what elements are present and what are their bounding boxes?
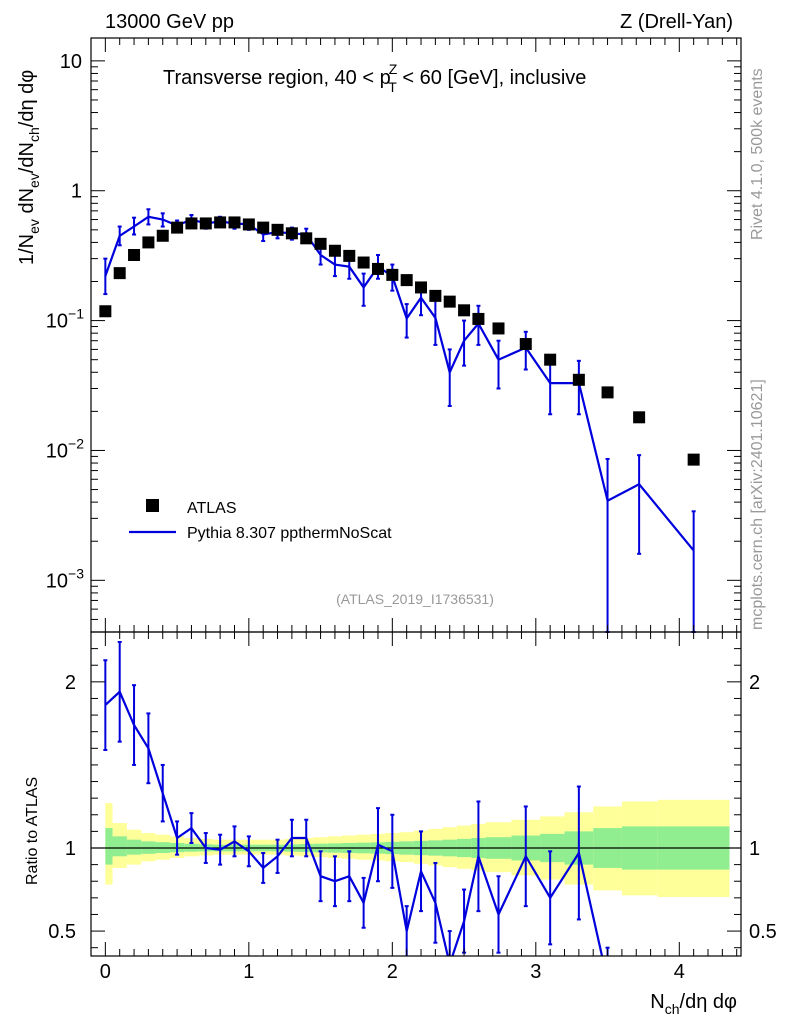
- legend-pythia-label: Pythia 8.307 ppthermNoScat: [187, 525, 392, 542]
- atlas-data-point: [343, 249, 356, 262]
- atlas-data-point: [257, 221, 270, 234]
- atlas-data-point: [300, 232, 313, 245]
- atlas-data-point: [544, 353, 557, 366]
- ratio-ytick-label-left: 2: [65, 672, 76, 694]
- ratio-xtick-label: 1: [243, 961, 254, 983]
- atlas-data-point: [633, 411, 646, 424]
- atlas-data-point: [415, 281, 428, 294]
- main-plot-title: Transverse region, 40 < pZ T < 60 [GeV], …: [163, 61, 586, 95]
- atlas-data-point: [429, 289, 442, 302]
- atlas-data-point: [242, 218, 255, 231]
- main-plot-marks: [99, 208, 700, 633]
- ratio-plot-frame: [90, 631, 742, 957]
- atlas-data-point: [271, 223, 284, 236]
- atlas-data-point: [128, 248, 141, 261]
- main-ytick-label: 1: [71, 181, 82, 203]
- atlas-data-point: [185, 217, 198, 230]
- atlas-data-point: [156, 229, 169, 242]
- ratio-xtick-label: 4: [674, 961, 685, 983]
- atlas-data-point: [601, 386, 614, 399]
- atlas-data-point: [572, 373, 585, 386]
- atlas-data-point: [113, 267, 126, 280]
- ratio-xtick-label: 0: [100, 961, 111, 983]
- ratio-plot-xlabel: Nch/dη dφ: [650, 991, 737, 1017]
- ratio-ytick-label-right: 0.5: [749, 921, 777, 943]
- ratio-series-line: [104, 689, 604, 956]
- atlas-data-point: [472, 312, 485, 325]
- atlas-data-point: [443, 295, 456, 308]
- atlas-data-point: [492, 322, 505, 335]
- legend-atlas-marker: [146, 499, 159, 512]
- atlas-data-point: [214, 216, 227, 229]
- main-plot-frame: [90, 37, 742, 633]
- ratio-ytick-label-left: 1: [65, 838, 76, 860]
- ratio-plot-panel: 0.5 0.5 1 1 2 2 0 1 2 3 4 Ratio to ATLAS Nch/dη dφ: [24, 631, 777, 1017]
- atlas-data-point: [519, 338, 532, 351]
- atlas-data-point: [99, 305, 112, 318]
- atlas-data-point: [199, 217, 212, 230]
- ratio-xtick-label: 3: [530, 961, 541, 983]
- ratio-stat-band: [112, 836, 127, 857]
- main-plot-ylabel: 1/Nev dNev/dNch/dη dφ: [16, 70, 42, 265]
- ratio-ytick-label-right: 2: [749, 672, 760, 694]
- ratio-plot-marks: [91, 640, 741, 956]
- analysis-tag-label: (ATLAS_2019_I1736531): [336, 591, 494, 607]
- atlas-data-point: [328, 244, 341, 257]
- atlas-data-point: [142, 236, 155, 249]
- main-ytick-label: 10−1: [46, 306, 84, 333]
- atlas-data-point: [386, 268, 399, 281]
- atlas-data-point: [371, 262, 384, 275]
- main-ytick-label: 10−3: [46, 565, 84, 592]
- legend: ATLAS Pythia 8.307 ppthermNoScat: [129, 499, 392, 542]
- main-plot-panel: 10 1 10−1 10−2 10−3 Transverse region, 40 < …: [16, 37, 742, 633]
- atlas-data-point: [171, 221, 184, 234]
- ratio-ytick-label-right: 1: [749, 838, 760, 860]
- ratio-stat-band: [105, 828, 113, 865]
- header-process-label: Z (Drell-Yan): [620, 11, 733, 33]
- ratio-stat-band: [126, 839, 142, 855]
- ratio-plot-ylabel: Ratio to ATLAS: [24, 777, 41, 885]
- atlas-data-point: [357, 256, 370, 269]
- atlas-data-point: [400, 274, 413, 287]
- pythia-series-line: [104, 215, 695, 552]
- mcplots-reference-label: mcplots.cern.ch [arXiv:2401.10621]: [749, 379, 766, 630]
- ratio-xtick-label: 2: [387, 961, 398, 983]
- main-ytick-label: 10−2: [46, 435, 84, 462]
- atlas-data-point: [314, 237, 327, 250]
- main-ytick-label: 10: [60, 51, 82, 73]
- ratio-plot-axes: 0.5 0.5 1 1 2 2 0 1 2 3 4: [48, 632, 777, 983]
- atlas-data-point: [285, 227, 298, 240]
- atlas-data-point: [458, 304, 471, 317]
- header-energy-label: 13000 GeV pp: [105, 11, 234, 33]
- atlas-data-point: [687, 453, 700, 466]
- atlas-data-point: [228, 216, 241, 229]
- rivet-version-label: Rivet 4.1.0, 500k events: [749, 68, 766, 240]
- legend-atlas-label: ATLAS: [187, 500, 237, 517]
- main-plot-axes: 10 1 10−1 10−2 10−3: [46, 38, 741, 633]
- ratio-ytick-label-left: 0.5: [48, 921, 76, 943]
